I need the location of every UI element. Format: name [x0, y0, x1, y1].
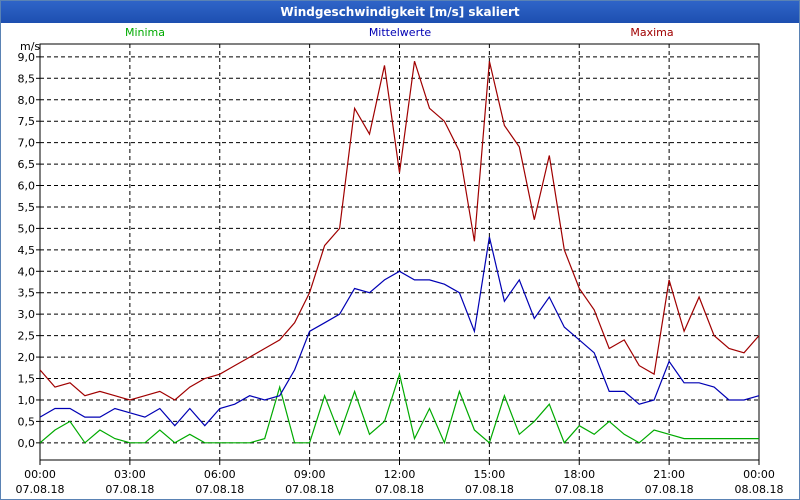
series-line-maxima	[39, 61, 760, 401]
y-tick-label: 1,5	[18, 373, 36, 386]
x-tick-time: 21:00	[653, 468, 685, 481]
y-tick-label: 6,5	[18, 158, 36, 171]
x-tick-date: 07.08.18	[105, 483, 154, 496]
x-tick-time: 15:00	[474, 468, 506, 481]
series-line-minima	[39, 371, 759, 445]
series-line-mittelwerte	[39, 236, 760, 427]
legend-minima: Minima	[125, 26, 165, 39]
y-tick-label: 8,0	[18, 94, 36, 107]
x-tick-time: 06:00	[204, 468, 236, 481]
x-tick-date: 07.08.18	[645, 483, 694, 496]
y-tick-label: 4,0	[18, 265, 36, 278]
x-tick-time: 00:00	[743, 468, 775, 481]
y-tick-label: 3,0	[18, 308, 36, 321]
x-tick-date: 08.08.18	[735, 483, 784, 496]
y-tick-label: 2,0	[18, 351, 36, 364]
chart-title: Windgeschwindigkeit [m/s] skaliert	[1, 1, 799, 23]
y-tick-label: 7,5	[18, 115, 36, 128]
x-tick-time: 00:00	[24, 468, 56, 481]
y-tick-label: 8,5	[18, 72, 36, 85]
legend-mittelwerte: Mittelwerte	[369, 26, 432, 39]
y-axis-label: m/s	[20, 40, 40, 53]
x-tick-date: 07.08.18	[465, 483, 514, 496]
x-tick-date: 07.08.18	[375, 483, 424, 496]
x-tick-time: 09:00	[294, 468, 326, 481]
x-tick-time: 12:00	[384, 468, 416, 481]
chart-grid	[40, 44, 759, 460]
y-tick-label: 2,5	[18, 330, 36, 343]
x-tick-time: 18:00	[563, 468, 595, 481]
y-tick-label: 6,0	[18, 180, 36, 193]
y-tick-label: 3,5	[18, 287, 36, 300]
y-tick-label: 0,0	[18, 437, 36, 450]
x-tick-date: 07.08.18	[285, 483, 334, 496]
legend-maxima: Maxima	[630, 26, 673, 39]
x-tick-date: 07.08.18	[195, 483, 244, 496]
y-tick-label: 5,5	[18, 201, 36, 214]
y-tick-label: 0,5	[18, 415, 36, 428]
y-tick-label: 5,0	[18, 222, 36, 235]
y-tick-label: 1,0	[18, 394, 36, 407]
y-tick-label: 4,5	[18, 244, 36, 257]
x-tick-time: 03:00	[114, 468, 146, 481]
x-tick-date: 07.08.18	[16, 483, 65, 496]
y-tick-label: 9,0	[18, 51, 36, 64]
y-tick-label: 7,0	[18, 137, 36, 150]
x-tick-date: 07.08.18	[555, 483, 604, 496]
